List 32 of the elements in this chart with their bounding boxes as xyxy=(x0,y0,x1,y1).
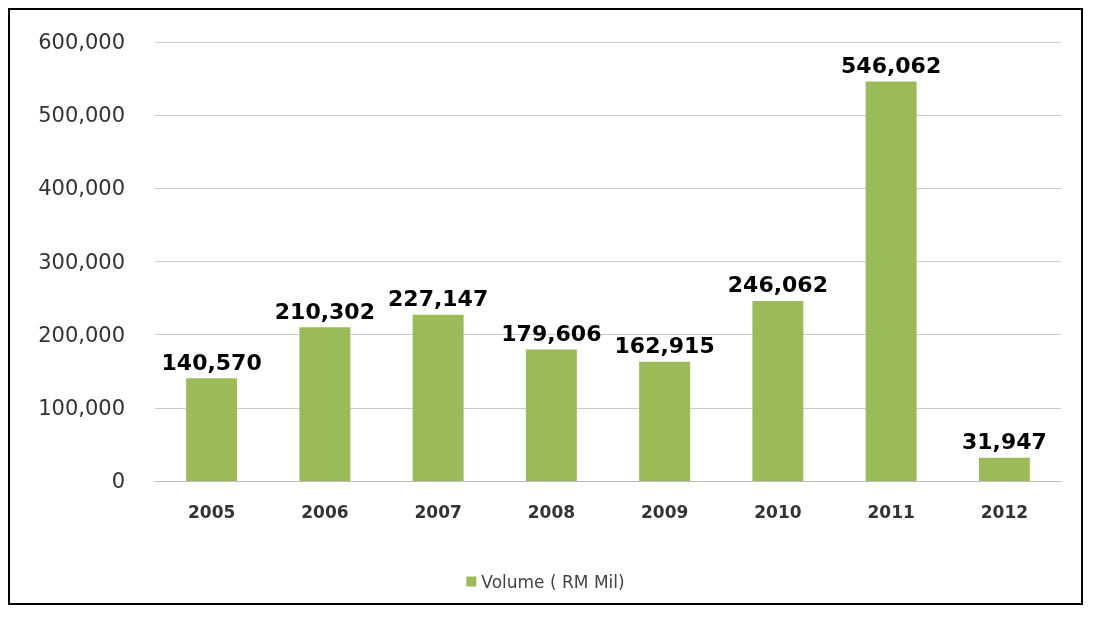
y-tick-label: 200,000 xyxy=(38,322,125,347)
bar xyxy=(186,378,238,481)
legend-label: Volume ( RM Mil) xyxy=(481,571,625,592)
bar xyxy=(639,361,691,481)
x-tick-label: 2009 xyxy=(640,501,689,522)
bar xyxy=(525,349,577,481)
y-tick-label: 300,000 xyxy=(38,249,125,274)
data-label: 210,302 xyxy=(274,298,375,324)
bar xyxy=(299,327,351,481)
data-label: 31,947 xyxy=(961,429,1047,455)
bar xyxy=(865,81,917,481)
x-tick-label: 2008 xyxy=(527,501,576,522)
x-tick-label: 2010 xyxy=(754,501,802,522)
x-tick-label: 2011 xyxy=(867,501,915,522)
bar xyxy=(752,300,804,481)
data-label: 179,606 xyxy=(501,321,602,347)
bar xyxy=(978,457,1030,481)
x-tick-label: 2007 xyxy=(414,501,462,522)
data-label: 546,062 xyxy=(841,52,942,78)
bar xyxy=(412,314,464,481)
y-tick-label: 400,000 xyxy=(38,176,125,201)
y-tick-label: 100,000 xyxy=(38,395,125,420)
data-label: 246,062 xyxy=(727,272,828,298)
x-tick-label: 2012 xyxy=(980,501,1029,522)
y-tick-label: 600,000 xyxy=(38,30,125,54)
data-label: 227,147 xyxy=(388,286,489,312)
y-tick-label: 0 xyxy=(111,469,125,493)
data-label: 162,915 xyxy=(614,333,715,359)
data-label: 140,570 xyxy=(161,349,262,375)
y-tick-label: 500,000 xyxy=(38,103,125,128)
x-tick-label: 2006 xyxy=(301,501,349,522)
x-tick-label: 2005 xyxy=(187,501,236,522)
